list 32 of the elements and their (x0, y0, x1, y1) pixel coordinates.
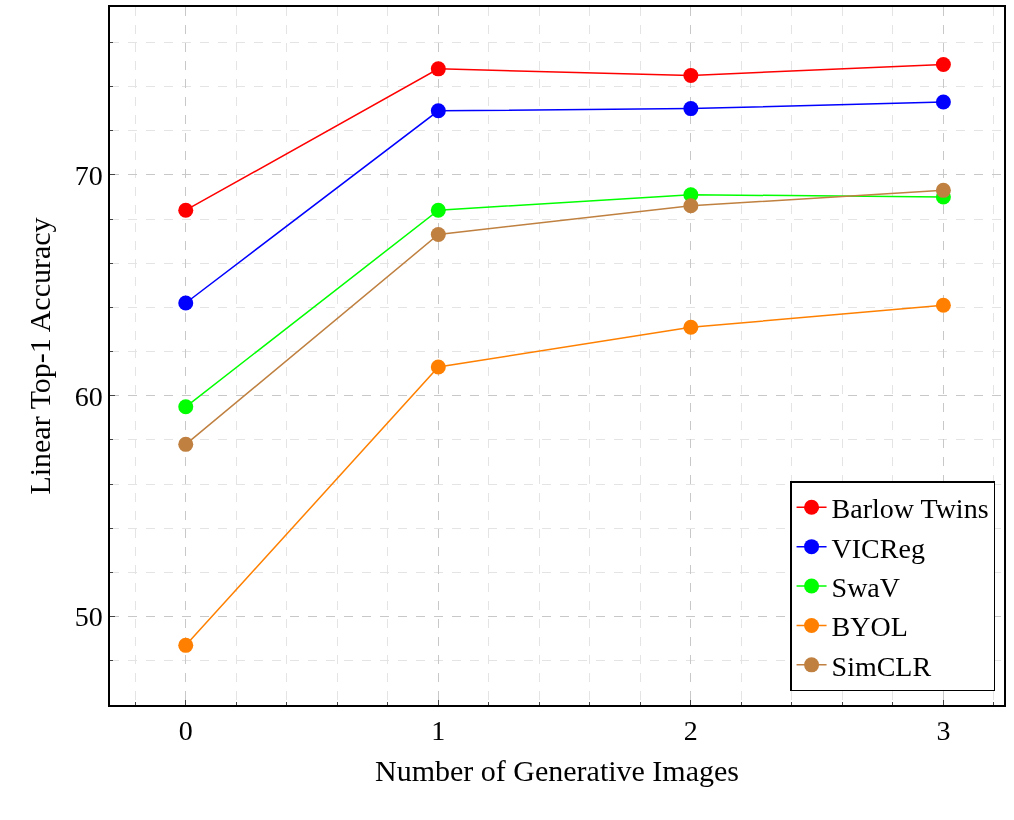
point (683, 319, 699, 335)
x-tick-label: 3 (936, 715, 951, 747)
x-tick-label: 0 (178, 715, 193, 747)
x-tick-label: 2 (683, 715, 698, 747)
point (935, 94, 951, 110)
legend-label: SimCLR (831, 650, 932, 682)
y-tick-label: 70 (74, 159, 103, 191)
point (430, 61, 446, 77)
legend-label: BYOL (831, 611, 908, 643)
y-tick-label: 60 (74, 380, 103, 412)
point (430, 227, 446, 242)
point (683, 101, 699, 117)
legend-label: SwaV (831, 571, 901, 603)
point (430, 359, 446, 375)
point (935, 297, 951, 313)
point (430, 103, 446, 119)
legend-label: Barlow Twins (831, 493, 989, 525)
point (178, 295, 194, 311)
point (178, 637, 194, 653)
y-axis-title: Linear Top-1 Accuracy (23, 217, 57, 495)
point (178, 436, 194, 452)
point (683, 198, 699, 214)
point (935, 56, 951, 72)
y-tick-label: 50 (74, 601, 103, 633)
point (935, 182, 951, 198)
legend-label: VICReg (831, 532, 925, 564)
point (683, 67, 699, 83)
x-tick-label: 1 (431, 715, 446, 747)
point (178, 202, 194, 218)
point (430, 202, 446, 218)
x-axis-title: Number of Generative Images (374, 754, 740, 788)
point (178, 399, 194, 415)
